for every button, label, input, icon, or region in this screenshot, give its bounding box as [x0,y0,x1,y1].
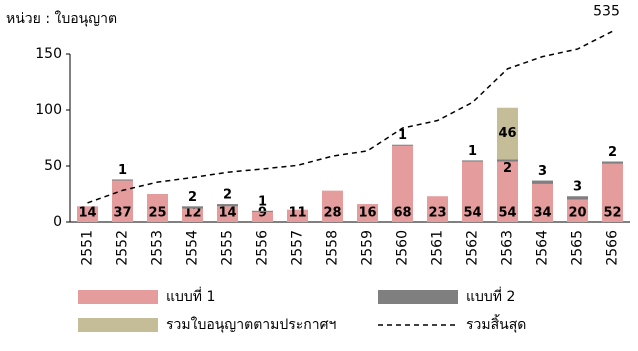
bar-segment [217,206,238,222]
y-tick-label: 100 [35,102,62,118]
data-label: 2 [188,190,197,205]
data-label: 34 [533,206,551,221]
legend-swatch [78,318,158,332]
data-label: 14 [78,206,96,221]
x-tick-label: 2563 [500,230,516,266]
bar-segment [287,209,308,222]
data-label: 46 [498,126,516,141]
bar-segment [567,196,588,200]
chart-subtitle: หน่วย : ใบอนุญาต [6,10,117,27]
data-label: 1 [398,128,407,143]
y-tick-label: 0 [53,214,62,230]
legend-swatch [378,290,458,304]
bar-segment [252,210,273,212]
x-tick-label: 2562 [465,230,481,266]
data-label: 37 [113,206,131,221]
x-tick-label: 2566 [605,230,621,266]
bar-segment [357,204,378,222]
x-tick-label: 2565 [570,230,586,266]
bar-segment [567,199,588,222]
data-label: 9 [258,206,267,221]
y-tick-label: 150 [35,46,62,62]
data-label: 14 [218,206,236,221]
bar-segment [322,190,343,222]
legend-swatch [78,290,158,304]
data-label: 12 [183,206,201,221]
y-tick-label: 50 [44,158,62,174]
data-label: 3 [538,164,547,179]
bar-segment [392,144,413,146]
bar-segment [112,179,133,181]
data-label: 1 [468,144,477,159]
bar-segment [497,107,518,160]
data-label: 20 [568,206,586,221]
legend-label: แบบที่ 1 [166,287,215,305]
data-label: 2 [608,145,617,160]
bar-segment [217,204,238,207]
x-tick-label: 2553 [150,230,166,266]
bar-segment [112,180,133,222]
x-tick-label: 2554 [185,230,201,266]
x-tick-label: 2552 [115,230,131,266]
bar-segment [252,211,273,222]
data-label: 28 [323,206,341,221]
x-tick-label: 2556 [255,230,271,266]
bar-segment [147,194,168,222]
bar-segment [182,208,203,222]
data-label: 3 [573,180,582,195]
x-tick-label: 2561 [430,230,446,266]
bar-segment [532,183,553,222]
bar-segment [77,206,98,222]
data-label: 54 [498,206,516,221]
bar-segment [392,145,413,222]
bar-segment [602,163,623,222]
data-label: 11 [288,206,306,221]
data-label: 54 [463,206,481,221]
data-label: 52 [603,206,621,221]
bar-segment [497,159,518,162]
x-tick-label: 2557 [290,230,306,266]
x-tick-label: 2551 [80,230,96,266]
x-tick-label: 2559 [360,230,376,266]
x-tick-label: 2560 [395,230,411,266]
cumulative-line [87,30,613,204]
x-tick-label: 2558 [325,230,341,266]
data-label: 2 [503,161,512,176]
x-tick-label: 2555 [220,230,236,266]
bar-segment [497,161,518,222]
data-label: 1 [118,163,127,178]
x-tick-label: 2564 [535,230,551,266]
data-label: 23 [428,206,446,221]
bar-segment [462,161,483,222]
bar-segment [532,180,553,184]
bar-segment [602,161,623,164]
legend-label: รวมสิ้นสุด [466,314,526,333]
data-label: 2 [223,188,232,203]
legend-label: รวมใบอนุญาตตามประกาศฯ [166,316,336,333]
bar-segment [182,206,203,209]
bar-segment [427,196,448,222]
legend-label: แบบที่ 2 [466,287,515,305]
bar-segment [462,160,483,162]
data-label: 25 [148,206,166,221]
data-label: 1 [258,194,267,209]
data-label: 16 [358,206,376,221]
line-end-label: 535 [593,3,620,19]
data-label: 68 [393,206,411,221]
